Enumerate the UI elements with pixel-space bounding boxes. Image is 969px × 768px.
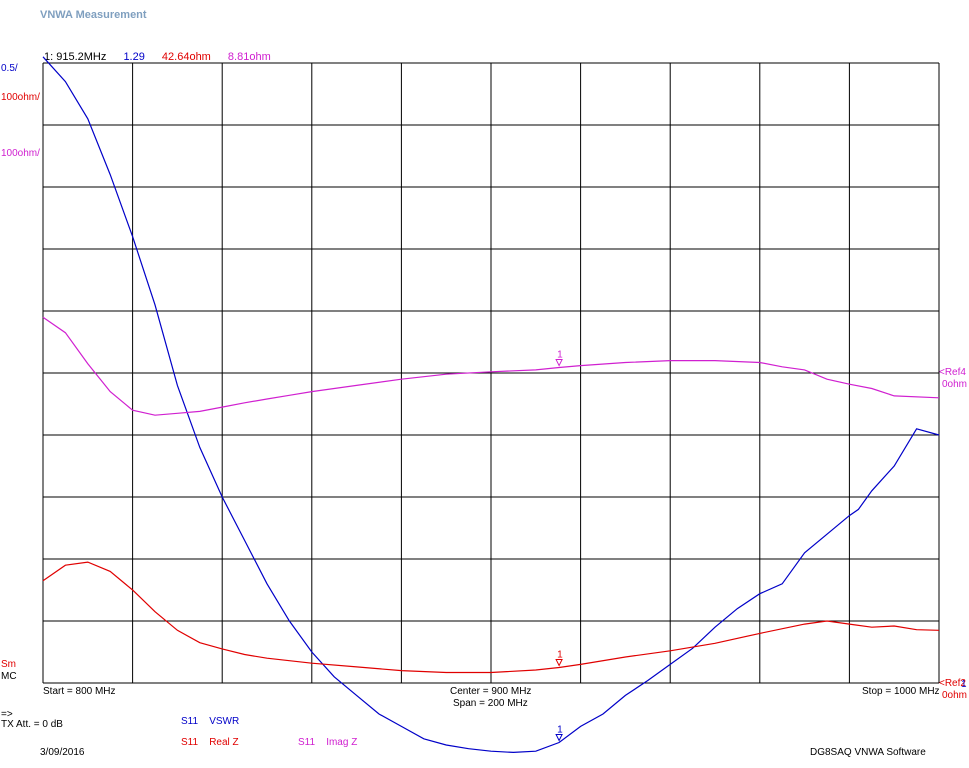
legend-real: S11 Real Z	[181, 737, 239, 748]
output-arrow: =>	[1, 709, 13, 720]
start-frequency: Start = 800 MHz	[43, 686, 116, 697]
span-frequency: Span = 200 MHz	[453, 698, 528, 709]
imag-ref-value: 0ohm	[942, 379, 968, 390]
real-z-marker	[555, 659, 563, 667]
marker-frequency: 1: 915.2MHz	[44, 51, 107, 63]
real-scale-label: 100ohm/	[1, 92, 40, 103]
vswr-scale-label: 0.5/	[1, 63, 18, 74]
vswr-marker	[555, 734, 563, 742]
bottom-ref-overlay: 1	[961, 679, 967, 690]
marker-vswr-value: 1.29	[123, 51, 145, 63]
legend-vswr: S11 VSWR	[181, 716, 239, 727]
legend-vswr-name: VSWR	[209, 716, 240, 727]
legend-imag: S11 Imag Z	[298, 737, 357, 748]
mc-label: MC	[1, 671, 17, 682]
tx-attenuation: TX Att. = 0 dB	[1, 719, 63, 730]
legend-real-name: Real Z	[209, 737, 239, 748]
imag-scale-label: 100ohm/	[1, 148, 40, 159]
measurement-date: 3/09/2016	[40, 747, 85, 758]
marker-readout: 1: 915.2MHz 1.29 42.64ohm 8.81ohm	[44, 51, 285, 63]
legend-real-param: S11	[181, 737, 199, 748]
vswr-marker-label: 1	[557, 725, 563, 736]
vswr-trace	[42, 56, 940, 754]
real-z-marker-label: 1	[557, 650, 563, 661]
center-frequency: Center = 900 MHz	[450, 686, 532, 697]
sm-label: Sm	[1, 659, 16, 670]
imag-z-marker	[555, 359, 563, 367]
bottom-ref-label: <Ref2	[939, 678, 966, 689]
legend-vswr-param: S11	[181, 716, 199, 727]
marker-real-value: 42.64ohm	[161, 51, 211, 63]
software-name: DG8SAQ VNWA Software	[810, 747, 926, 758]
imag-z-marker-label: 1	[557, 350, 563, 361]
bottom-ref-value: 0ohm	[942, 690, 968, 701]
real-z-trace	[42, 561, 940, 674]
legend-imag-name: Imag Z	[326, 737, 358, 748]
marker-imag-value: 8.81ohm	[227, 51, 271, 63]
imag-ref-label: <Ref4	[939, 367, 966, 378]
legend-imag-param: S11	[298, 737, 316, 748]
imag-z-trace	[42, 316, 940, 416]
app-title: VNWA Measurement	[40, 9, 147, 21]
stop-frequency: Stop = 1000 MHz	[862, 686, 940, 697]
